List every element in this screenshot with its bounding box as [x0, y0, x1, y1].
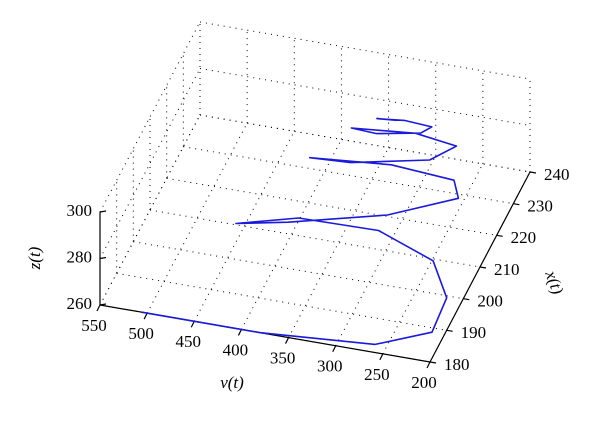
x-tick [379, 353, 384, 361]
y-tick [513, 203, 520, 206]
z-tick [99, 303, 107, 306]
z-axis-label: z(t) [25, 246, 44, 270]
z-tick [99, 256, 107, 260]
z-tick-label: 260 [67, 294, 93, 313]
x-tick-label: 300 [317, 357, 343, 376]
x-tick-label: 250 [364, 365, 390, 384]
y-tick-label: 190 [461, 323, 487, 342]
grid-line [116, 272, 447, 331]
y-tick-label: 220 [511, 228, 536, 247]
grid-line [166, 177, 497, 236]
z-tick-label: 300 [67, 201, 93, 220]
grid-line [335, 155, 437, 346]
x-tick [143, 312, 148, 320]
z-tick-label: 280 [67, 247, 93, 266]
z-tick [99, 210, 107, 213]
x-tick-label: 450 [176, 332, 202, 351]
x-tick [285, 337, 290, 344]
x-tick-label: 500 [128, 324, 154, 343]
y-tick [429, 361, 437, 364]
x-tick-label: 550 [81, 316, 107, 335]
grid-line [199, 114, 531, 173]
x-tick-label: 200 [411, 373, 437, 392]
x-tick-label: 350 [270, 348, 296, 367]
y-tick-label: 230 [527, 197, 553, 216]
x-tick [237, 329, 242, 336]
y-tick-label: 180 [444, 355, 470, 374]
y-tick [446, 329, 453, 332]
x-tick [190, 321, 195, 328]
y-tick-label: 200 [477, 292, 503, 311]
grid-line [288, 147, 390, 338]
grid-line [183, 146, 514, 205]
grid-line [199, 114, 531, 173]
y-tick [529, 171, 537, 174]
x-tick [332, 345, 337, 352]
y-tick-label: 240 [544, 165, 570, 184]
x-tick [96, 304, 101, 312]
grid-line [240, 139, 342, 330]
y-tick [463, 298, 470, 301]
series-line [142, 117, 460, 346]
y-tick [479, 266, 487, 269]
grid-line [199, 68, 531, 126]
grid-line [193, 131, 295, 322]
x-tick-label: 400 [223, 340, 249, 359]
x-axis-label: ν(t) [220, 373, 244, 392]
y-axis-label: x(t) [541, 267, 567, 297]
grid-line [99, 68, 201, 259]
y-tick [496, 234, 503, 237]
x-tick [426, 361, 431, 369]
grid-line [146, 122, 248, 314]
grid-line [199, 21, 531, 80]
y-tick-label: 210 [494, 260, 520, 279]
